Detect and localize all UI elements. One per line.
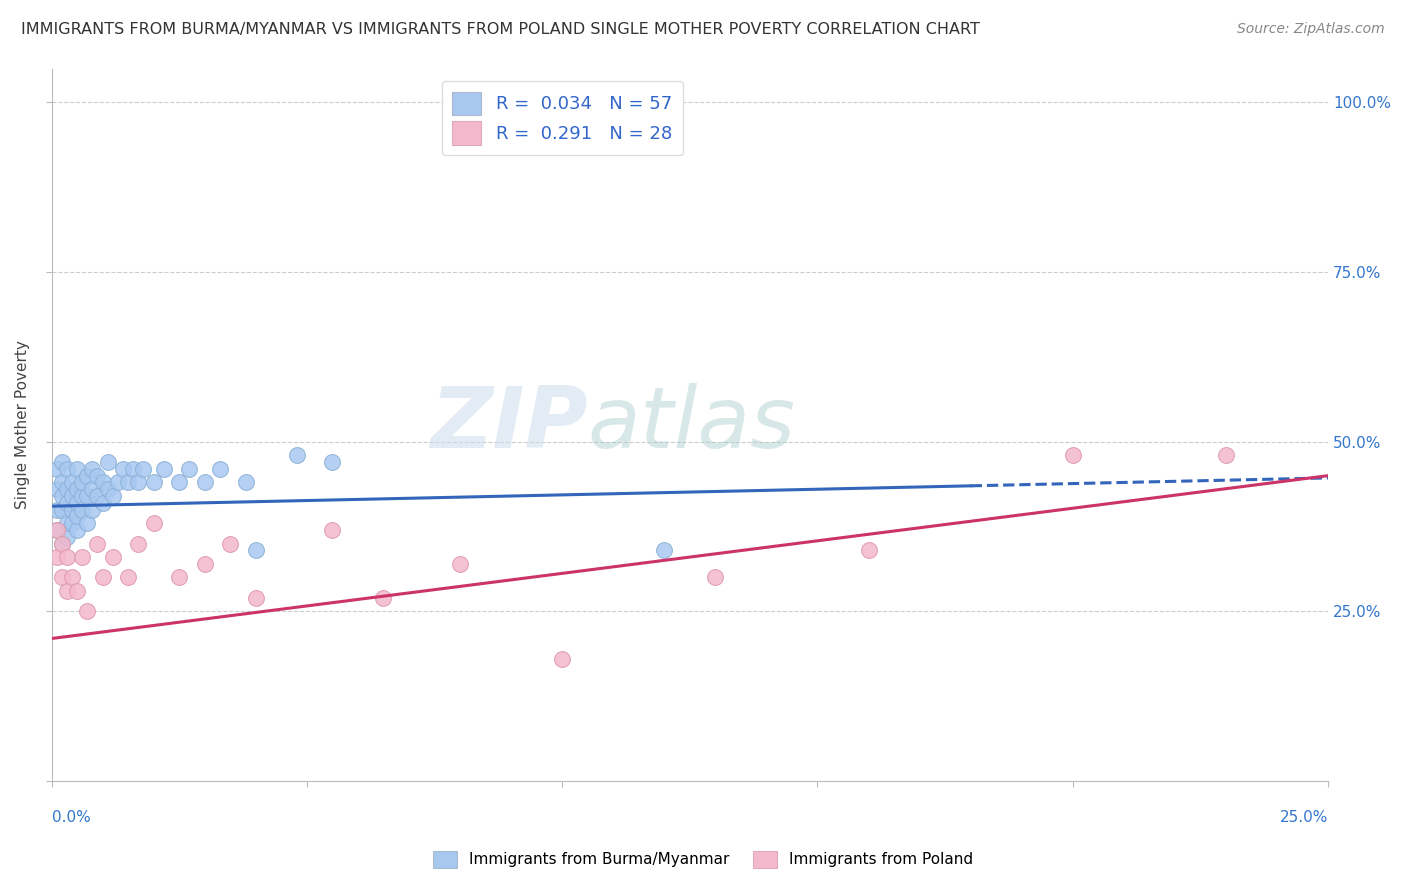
Point — [122, 462, 145, 476]
Point — [652, 543, 675, 558]
Point — [60, 516, 83, 530]
Point — [51, 536, 73, 550]
Point — [70, 502, 93, 516]
Point — [66, 496, 89, 510]
Point — [219, 536, 242, 550]
Point — [45, 523, 67, 537]
Point — [132, 462, 155, 476]
Point — [51, 570, 73, 584]
Point — [551, 652, 574, 666]
Point — [107, 475, 129, 490]
Point — [321, 455, 343, 469]
Point — [70, 550, 93, 565]
Point — [70, 475, 93, 490]
Point — [91, 570, 114, 584]
Point — [45, 523, 67, 537]
Point — [70, 489, 93, 503]
Point — [60, 570, 83, 584]
Point — [66, 509, 89, 524]
Point — [76, 516, 98, 530]
Point — [66, 523, 89, 537]
Point — [449, 557, 471, 571]
Legend: Immigrants from Burma/Myanmar, Immigrants from Poland: Immigrants from Burma/Myanmar, Immigrant… — [426, 845, 980, 873]
Point — [111, 462, 134, 476]
Point — [60, 475, 83, 490]
Point — [82, 502, 104, 516]
Point — [167, 570, 190, 584]
Point — [51, 475, 73, 490]
Point — [285, 448, 308, 462]
Point — [91, 475, 114, 490]
Point — [51, 455, 73, 469]
Point — [142, 475, 165, 490]
Point — [245, 591, 267, 605]
Point — [127, 536, 149, 550]
Point — [76, 489, 98, 503]
Point — [153, 462, 176, 476]
Point — [142, 516, 165, 530]
Point — [51, 502, 73, 516]
Text: ZIP: ZIP — [430, 384, 588, 467]
Point — [66, 584, 89, 599]
Point — [45, 502, 67, 516]
Point — [86, 489, 108, 503]
Point — [652, 116, 675, 130]
Y-axis label: Single Mother Poverty: Single Mother Poverty — [15, 341, 30, 509]
Point — [56, 482, 79, 496]
Point — [91, 496, 114, 510]
Point — [60, 489, 83, 503]
Point — [373, 591, 395, 605]
Point — [858, 543, 880, 558]
Point — [245, 543, 267, 558]
Point — [56, 462, 79, 476]
Text: 0.0%: 0.0% — [52, 810, 90, 824]
Point — [76, 468, 98, 483]
Point — [56, 584, 79, 599]
Text: Source: ZipAtlas.com: Source: ZipAtlas.com — [1237, 22, 1385, 37]
Point — [86, 536, 108, 550]
Point — [45, 462, 67, 476]
Point — [209, 462, 232, 476]
Point — [56, 496, 79, 510]
Text: atlas: atlas — [588, 384, 796, 467]
Point — [1215, 448, 1237, 462]
Point — [194, 557, 217, 571]
Point — [117, 475, 139, 490]
Point — [51, 536, 73, 550]
Text: 25.0%: 25.0% — [1279, 810, 1329, 824]
Point — [101, 550, 124, 565]
Point — [179, 462, 201, 476]
Point — [56, 550, 79, 565]
Point — [117, 570, 139, 584]
Point — [321, 523, 343, 537]
Point — [82, 482, 104, 496]
Text: IMMIGRANTS FROM BURMA/MYANMAR VS IMMIGRANTS FROM POLAND SINGLE MOTHER POVERTY CO: IMMIGRANTS FROM BURMA/MYANMAR VS IMMIGRA… — [21, 22, 980, 37]
Point — [101, 489, 124, 503]
Point — [704, 570, 727, 584]
Point — [82, 462, 104, 476]
Legend: R =  0.034   N = 57, R =  0.291   N = 28: R = 0.034 N = 57, R = 0.291 N = 28 — [441, 81, 683, 155]
Point — [51, 489, 73, 503]
Point — [97, 482, 120, 496]
Point — [194, 475, 217, 490]
Point — [76, 604, 98, 618]
Point — [56, 516, 79, 530]
Point — [86, 468, 108, 483]
Point — [235, 475, 257, 490]
Point — [66, 462, 89, 476]
Point — [60, 502, 83, 516]
Point — [167, 475, 190, 490]
Point — [56, 530, 79, 544]
Point — [45, 550, 67, 565]
Point — [66, 482, 89, 496]
Point — [45, 482, 67, 496]
Point — [1062, 448, 1084, 462]
Point — [97, 455, 120, 469]
Point — [127, 475, 149, 490]
